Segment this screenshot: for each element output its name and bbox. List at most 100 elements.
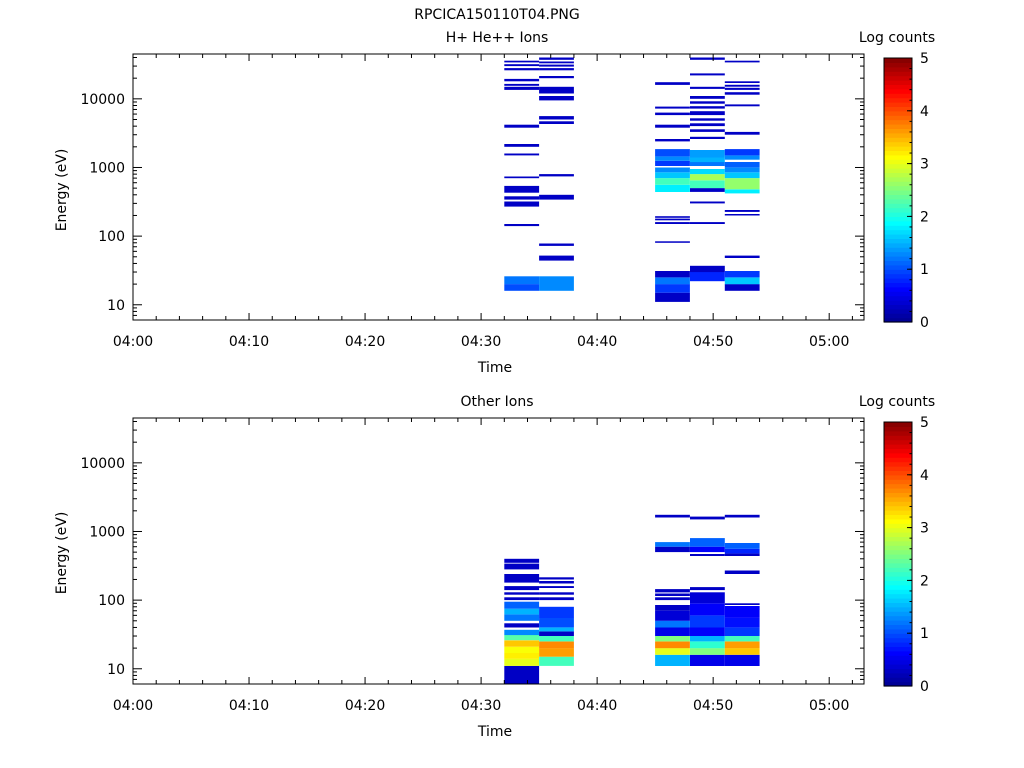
heatmap-cell bbox=[655, 636, 690, 642]
heatmap-cell bbox=[724, 131, 760, 135]
colorbar-segment bbox=[884, 88, 912, 94]
heatmap-cell bbox=[504, 558, 540, 563]
colorbar-segment bbox=[884, 172, 912, 178]
x-tick-label: 04:00 bbox=[113, 334, 153, 350]
heatmap-cell bbox=[539, 243, 574, 246]
colorbar-segment bbox=[884, 523, 912, 529]
x-tick-label: 04:40 bbox=[577, 698, 617, 714]
heatmap-cell bbox=[724, 178, 760, 190]
heatmap-cell bbox=[690, 627, 725, 636]
heatmap-cell bbox=[724, 60, 760, 63]
colorbar-segment bbox=[884, 141, 912, 147]
colorbar-segment bbox=[884, 681, 912, 687]
heatmap-cell bbox=[690, 162, 725, 166]
heatmap-cell bbox=[690, 188, 725, 192]
heatmap-cell bbox=[655, 106, 690, 109]
colorbar-segment bbox=[884, 212, 912, 217]
heatmap-cells bbox=[504, 57, 760, 302]
heatmap-cell bbox=[724, 149, 760, 156]
colorbar-segment bbox=[884, 163, 912, 169]
heatmap-cell bbox=[504, 60, 540, 63]
heatmap-cell bbox=[539, 96, 574, 101]
heatmap-cell bbox=[655, 641, 690, 649]
heatmap-cell bbox=[724, 189, 760, 194]
heatmap-cell bbox=[690, 201, 725, 204]
heatmap-cell bbox=[539, 617, 574, 628]
colorbar-segment bbox=[884, 567, 912, 573]
heatmap-cell bbox=[504, 665, 540, 684]
heatmap-cell bbox=[690, 180, 725, 189]
heatmap-cell bbox=[539, 57, 574, 60]
colorbar-segment bbox=[884, 181, 912, 187]
heatmap-cell bbox=[539, 592, 574, 595]
x-tick-label: 04:50 bbox=[693, 334, 733, 350]
colorbar-tick-label: 3 bbox=[920, 521, 929, 537]
heatmap-cell bbox=[539, 606, 574, 618]
heatmap-cell bbox=[690, 603, 725, 616]
heatmap-cell bbox=[655, 167, 690, 173]
heatmap-cell bbox=[655, 271, 690, 278]
colorbar-segment bbox=[884, 269, 912, 275]
colorbar-segment bbox=[884, 304, 912, 310]
colorbar-segment bbox=[884, 540, 912, 546]
heatmap-cell bbox=[724, 641, 760, 649]
heatmap-cell bbox=[504, 176, 540, 179]
colorbar-segment bbox=[884, 225, 912, 231]
heatmap-cell bbox=[690, 174, 725, 181]
colorbar-segment bbox=[884, 203, 912, 209]
heatmap-cell bbox=[690, 546, 725, 553]
heatmap-cell bbox=[724, 277, 760, 285]
colorbar-segment bbox=[884, 448, 912, 454]
heatmap-cell bbox=[690, 96, 725, 99]
heatmap-cell bbox=[690, 73, 725, 76]
heatmap-cell bbox=[655, 82, 690, 85]
colorbar-segment bbox=[884, 132, 912, 138]
y-tick-label: 1000 bbox=[89, 524, 125, 540]
heatmap-cell bbox=[539, 581, 574, 584]
heatmap-cell bbox=[539, 656, 574, 666]
heatmap-cell bbox=[539, 597, 574, 601]
heatmap-cell bbox=[724, 648, 760, 655]
colorbar-segment bbox=[884, 435, 912, 441]
heatmap-cell bbox=[655, 124, 690, 128]
heatmap-cell bbox=[504, 124, 540, 128]
colorbar-segment bbox=[884, 150, 912, 156]
colorbar-tick-label: 0 bbox=[920, 315, 929, 331]
x-tick-label: 04:40 bbox=[577, 334, 617, 350]
colorbar-segment bbox=[884, 102, 912, 107]
colorbar-segment bbox=[884, 247, 912, 253]
y-tick-label: 10 bbox=[107, 298, 125, 314]
colorbar-segment bbox=[884, 273, 912, 279]
colorbar-segment bbox=[884, 549, 912, 555]
colorbar-segment bbox=[884, 672, 912, 678]
colorbar-segment bbox=[884, 558, 912, 564]
heatmap-cell bbox=[690, 615, 725, 628]
heatmap-cell bbox=[539, 255, 574, 261]
colorbar-tick-label: 0 bbox=[920, 679, 929, 695]
heatmap-cell bbox=[504, 597, 540, 601]
colorbar-segment bbox=[884, 124, 912, 129]
heatmap-cell bbox=[655, 156, 690, 161]
heatmap-cell bbox=[504, 563, 540, 570]
colorbar-segment bbox=[884, 611, 912, 617]
heatmap-cell bbox=[655, 139, 690, 142]
x-tick-label: 04:30 bbox=[461, 698, 501, 714]
colorbar-segment bbox=[884, 470, 912, 476]
heatmap-cell bbox=[724, 167, 760, 173]
colorbar-segment bbox=[884, 176, 912, 182]
heatmap-cell bbox=[655, 610, 690, 621]
heatmap-cell bbox=[724, 654, 760, 666]
heatmap-cell bbox=[724, 81, 760, 83]
heatmap-cell bbox=[724, 627, 760, 636]
heatmap-cell bbox=[690, 641, 725, 649]
heatmap-cell bbox=[690, 265, 725, 273]
y-tick-label: 10000 bbox=[80, 92, 125, 108]
heatmap-cell bbox=[690, 123, 725, 127]
colorbar-segment bbox=[884, 251, 912, 257]
heatmap-cell bbox=[504, 614, 540, 621]
heatmap-cell bbox=[655, 654, 690, 666]
x-tick-label: 04:50 bbox=[693, 698, 733, 714]
y-tick-label: 10000 bbox=[80, 456, 125, 472]
colorbar-segment bbox=[884, 624, 912, 630]
heatmap-cell bbox=[724, 284, 760, 291]
